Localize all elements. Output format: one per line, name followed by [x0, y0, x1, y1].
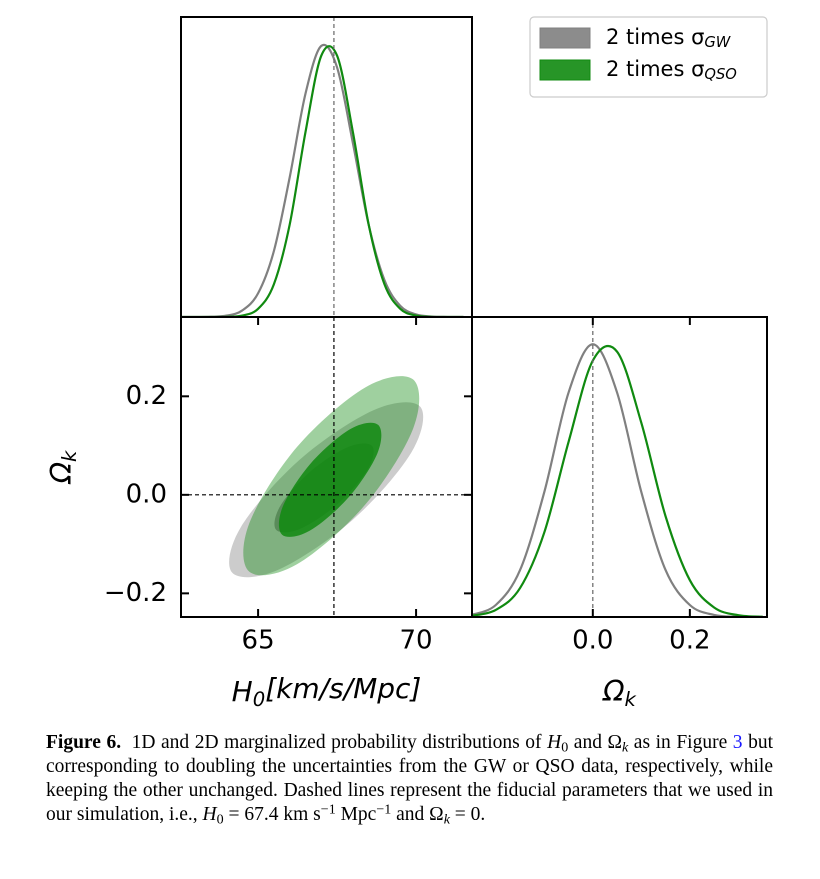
- axis-label-sub: k: [57, 450, 80, 462]
- panel-plot: [472, 317, 763, 617]
- caption-text: = 0.: [449, 804, 486, 825]
- legend-label: 2 times σQSO: [606, 57, 737, 83]
- density-line: [181, 45, 464, 317]
- density-line: [472, 344, 763, 617]
- panel-plot: [181, 17, 464, 317]
- axis-label-main: Ω: [602, 675, 625, 708]
- caption-text: H: [547, 732, 562, 753]
- caption-text: but corresponding to doubling the uncert…: [46, 732, 774, 825]
- density-line: [472, 343, 763, 617]
- panel-plot: [181, 317, 472, 617]
- caption-text: and Ω: [568, 732, 622, 753]
- x-tick-label: 0.0: [572, 626, 613, 656]
- legend-swatch: [539, 59, 591, 81]
- axis-label: Ωk: [45, 450, 80, 484]
- caption-text: = 67.4 km s: [223, 804, 321, 825]
- caption-text: and Ω: [391, 804, 444, 825]
- legend-swatch: [539, 27, 591, 49]
- legend-subscript: QSO: [704, 66, 736, 83]
- y-tick-label: 0.0: [126, 479, 167, 509]
- caption-text: −1: [376, 801, 392, 818]
- axis-label-sub: k: [625, 687, 637, 710]
- figure-caption: Figure 6. 1D and 2D marginalized probabi…: [46, 731, 773, 827]
- y-tick-label: 0.2: [126, 381, 167, 411]
- axis-label: Ωk: [602, 675, 636, 710]
- y-tick-label: −0.2: [104, 578, 167, 608]
- legend-name: 2 times σ: [606, 57, 704, 81]
- legend-name: 2 times σ: [606, 25, 704, 49]
- caption-text: 0: [216, 811, 224, 828]
- contour: [278, 422, 382, 537]
- caption-text: 0: [561, 739, 569, 756]
- x-tick-label: 65: [242, 626, 275, 656]
- caption-text: 1D and 2D marginalized probability distr…: [131, 732, 548, 753]
- caption-text: −1: [320, 801, 336, 818]
- legend-label: 2 times σGW: [606, 25, 731, 51]
- axis-label-main: Ω: [45, 461, 78, 484]
- legend-subscript: GW: [704, 34, 730, 51]
- panel-frame: [471, 316, 768, 618]
- caption-text: as in Figure: [628, 732, 733, 753]
- axis-label: H0[km/s/Mpc]: [232, 672, 422, 710]
- axis-label-main: H: [232, 675, 253, 708]
- x-tick-label: 0.2: [669, 626, 710, 656]
- caption-text: k: [622, 739, 629, 756]
- caption-text: Mpc: [335, 804, 377, 825]
- axis-label-sub: 0: [253, 687, 265, 710]
- caption-text: k: [443, 811, 450, 828]
- caption-text[interactable]: 3: [732, 732, 743, 753]
- panel-frame: [180, 16, 473, 318]
- density-line: [181, 43, 464, 317]
- caption-text: H: [202, 804, 217, 825]
- x-tick-label: 70: [400, 626, 433, 656]
- axis-label-rest: [km/s/Mpc]: [265, 672, 421, 705]
- caption-label: Figure 6.: [46, 732, 122, 753]
